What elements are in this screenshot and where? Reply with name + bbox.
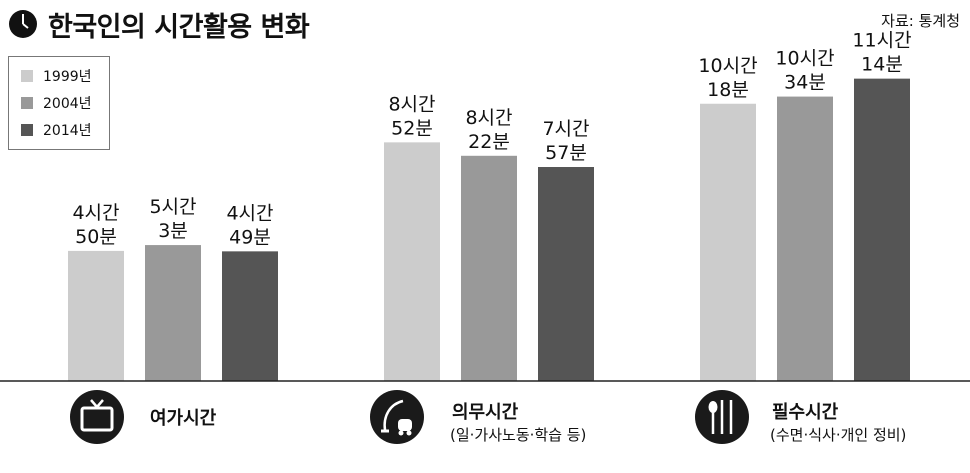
spoon-fork-knife-icon bbox=[695, 390, 749, 444]
data-label: 11시간 bbox=[852, 30, 911, 52]
bar bbox=[461, 155, 517, 381]
bar bbox=[222, 251, 278, 381]
data-label: 5시간 bbox=[149, 196, 196, 218]
legend-item: 2014년 bbox=[9, 119, 92, 141]
title-area: 한국인의 시간활용 변화 bbox=[8, 4, 310, 44]
data-label: 10시간 bbox=[775, 48, 834, 70]
data-label: 34분 bbox=[784, 72, 826, 94]
legend: 1999년 2004년 2014년 bbox=[8, 56, 110, 150]
data-label: 18분 bbox=[707, 79, 749, 101]
source-note: 자료: 통계청 bbox=[881, 12, 960, 30]
data-label: 49분 bbox=[229, 226, 271, 248]
tv-icon bbox=[70, 390, 124, 444]
data-label: 3분 bbox=[158, 220, 188, 242]
bar bbox=[145, 245, 201, 381]
bar-layer bbox=[68, 78, 910, 381]
legend-swatch bbox=[21, 124, 33, 136]
clock-icon bbox=[9, 10, 37, 38]
value-label-layer: 4시간50분8시간52분10시간18분5시간3분8시간22분10시간34분4시간… bbox=[72, 30, 911, 249]
legend-label: 2014년 bbox=[43, 123, 92, 139]
category-label: 여가시간 bbox=[150, 408, 217, 429]
legend-label: 1999년 bbox=[43, 69, 92, 85]
data-label: 7시간 bbox=[542, 118, 589, 140]
data-label: 8시간 bbox=[388, 93, 435, 115]
bar bbox=[700, 103, 756, 381]
data-label: 22분 bbox=[468, 131, 510, 153]
legend-swatch bbox=[21, 70, 33, 82]
bar bbox=[68, 250, 124, 381]
data-label: 8시간 bbox=[465, 107, 512, 129]
category-subtitle: (수면·식사·개인 정비) bbox=[770, 426, 907, 444]
data-label: 52분 bbox=[391, 117, 433, 139]
page-title: 한국인의 시간활용 변화 bbox=[48, 11, 310, 43]
bar bbox=[777, 96, 833, 381]
data-label: 50분 bbox=[75, 226, 117, 248]
bar bbox=[538, 167, 594, 381]
data-label: 57분 bbox=[545, 142, 587, 164]
data-label: 4시간 bbox=[72, 202, 119, 224]
data-label: 4시간 bbox=[226, 202, 273, 224]
bar bbox=[854, 78, 910, 381]
legend-swatch bbox=[21, 97, 33, 109]
data-label: 10시간 bbox=[698, 55, 757, 77]
category-label: 필수시간 bbox=[772, 402, 839, 423]
bar bbox=[384, 142, 440, 381]
data-label: 14분 bbox=[861, 54, 903, 76]
category-label: 의무시간 bbox=[452, 402, 519, 423]
legend-item: 2004년 bbox=[9, 92, 92, 114]
legend-item: 1999년 bbox=[9, 65, 92, 87]
category-subtitle: (일·가사노동·학습 등) bbox=[450, 426, 587, 444]
vacuum-cleaner-icon bbox=[370, 390, 424, 444]
legend-label: 2004년 bbox=[43, 96, 92, 112]
